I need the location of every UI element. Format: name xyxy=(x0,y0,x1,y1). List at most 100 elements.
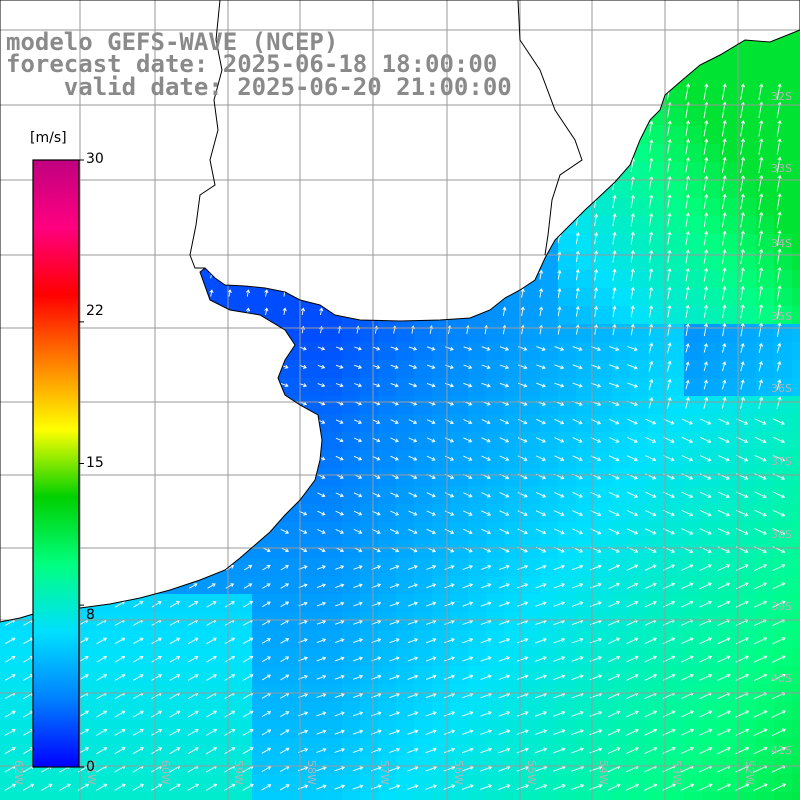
wind-arrow xyxy=(680,673,694,681)
wind-arrow xyxy=(649,286,654,300)
wind-speed-cell xyxy=(774,360,793,379)
wind-arrow xyxy=(280,565,289,571)
wind-speed-cell xyxy=(432,504,451,523)
wind-speed-cell xyxy=(612,774,631,793)
wind-arrow xyxy=(206,655,217,663)
wind-arrow xyxy=(498,674,511,680)
wind-speed-cell xyxy=(648,738,667,757)
wind-arrow xyxy=(224,637,236,645)
wind-speed-cell xyxy=(252,630,271,649)
wind-speed-cell xyxy=(612,594,631,613)
wind-arrow xyxy=(262,565,271,571)
wind-arrow xyxy=(242,655,254,663)
wind-arrow xyxy=(280,601,290,607)
wind-speed-cell xyxy=(342,396,361,415)
wind-arrow xyxy=(187,747,199,755)
wind-arrow xyxy=(426,346,436,351)
wind-arrow xyxy=(703,396,709,409)
wind-speed-cell xyxy=(684,612,703,631)
wind-arrow xyxy=(753,728,768,736)
wind-speed-cell xyxy=(522,288,541,307)
wind-speed-cell xyxy=(162,756,181,775)
wind-speed-cell xyxy=(630,324,649,343)
wind-speed-cell xyxy=(234,594,253,613)
wind-arrow xyxy=(335,601,345,607)
wind-arrow xyxy=(648,231,654,245)
wind-speed-cell xyxy=(432,720,451,739)
wind-speed-cell xyxy=(486,558,505,577)
wind-speed-cell xyxy=(450,648,469,667)
wind-speed-cell xyxy=(738,792,757,800)
wind-speed-cell xyxy=(450,414,469,433)
wind-speed-cell xyxy=(378,702,397,721)
wind-arrow xyxy=(572,382,583,388)
wind-speed-cell xyxy=(162,720,181,739)
wind-speed-cell xyxy=(522,666,541,685)
wind-arrow xyxy=(681,582,694,590)
wind-speed-cell xyxy=(396,558,415,577)
wind-speed-cell xyxy=(720,576,739,595)
wind-speed-cell xyxy=(756,774,775,793)
wind-speed-cell xyxy=(540,450,559,469)
wind-arrow xyxy=(225,583,235,589)
wind-arrow xyxy=(498,583,510,589)
wind-arrow xyxy=(607,783,621,791)
wind-arrow xyxy=(317,492,326,498)
wind-arrow xyxy=(280,711,290,717)
wind-arrow xyxy=(498,601,510,607)
wind-arrow xyxy=(681,491,694,498)
wind-arrow xyxy=(461,765,474,772)
wind-speed-cell xyxy=(522,540,541,559)
wind-speed-cell xyxy=(108,720,127,739)
wind-speed-cell xyxy=(558,738,577,757)
wind-speed-cell xyxy=(504,468,523,487)
wind-arrow xyxy=(681,436,694,443)
wind-arrow xyxy=(481,346,491,351)
wind-arrow xyxy=(516,729,529,735)
wind-speed-cell xyxy=(702,90,721,109)
wind-arrow xyxy=(717,600,731,608)
wind-arrow xyxy=(685,230,690,246)
wind-speed-cell xyxy=(450,432,469,451)
wind-speed-cell xyxy=(702,72,721,91)
wind-arrow xyxy=(776,266,782,283)
wind-arrow xyxy=(354,346,362,351)
wind-speed-cell xyxy=(306,522,325,541)
wind-arrow xyxy=(740,211,745,228)
wind-arrow xyxy=(718,491,730,499)
wind-arrow xyxy=(353,528,363,534)
wind-arrow xyxy=(630,268,635,281)
wind-speed-cell xyxy=(252,774,271,793)
wind-speed-cell xyxy=(396,630,415,649)
wind-speed-cell xyxy=(540,720,559,739)
wind-arrow xyxy=(535,583,547,589)
wind-speed-cell xyxy=(216,774,235,793)
wind-speed-cell xyxy=(648,252,667,271)
wind-speed-cell xyxy=(612,504,631,523)
wind-speed-cell xyxy=(666,738,685,757)
wind-speed-cell xyxy=(198,774,217,793)
wind-arrow xyxy=(114,783,126,791)
wind-speed-cell xyxy=(594,720,613,739)
wind-speed-cell xyxy=(342,432,361,451)
wind-speed-cell xyxy=(216,720,235,739)
wind-arrow xyxy=(480,729,492,735)
wind-arrow xyxy=(740,138,746,155)
wind-arrow xyxy=(426,437,436,443)
wind-arrow xyxy=(243,583,253,589)
wind-speed-cell xyxy=(792,180,800,199)
wind-arrow xyxy=(703,120,709,137)
wind-arrow xyxy=(685,286,690,300)
wind-speed-cell xyxy=(522,720,541,739)
wind-arrow xyxy=(353,565,363,570)
wind-arrow xyxy=(648,268,654,282)
wind-arrow xyxy=(264,289,269,297)
wind-speed-cell xyxy=(108,792,127,800)
wind-arrow xyxy=(754,600,768,608)
wind-speed-cell xyxy=(468,396,487,415)
wind-speed-cell xyxy=(378,612,397,631)
wind-arrow xyxy=(648,175,654,191)
wind-speed-cell xyxy=(504,540,523,559)
wind-speed-cell xyxy=(774,774,793,793)
wind-speed-cell xyxy=(558,540,577,559)
